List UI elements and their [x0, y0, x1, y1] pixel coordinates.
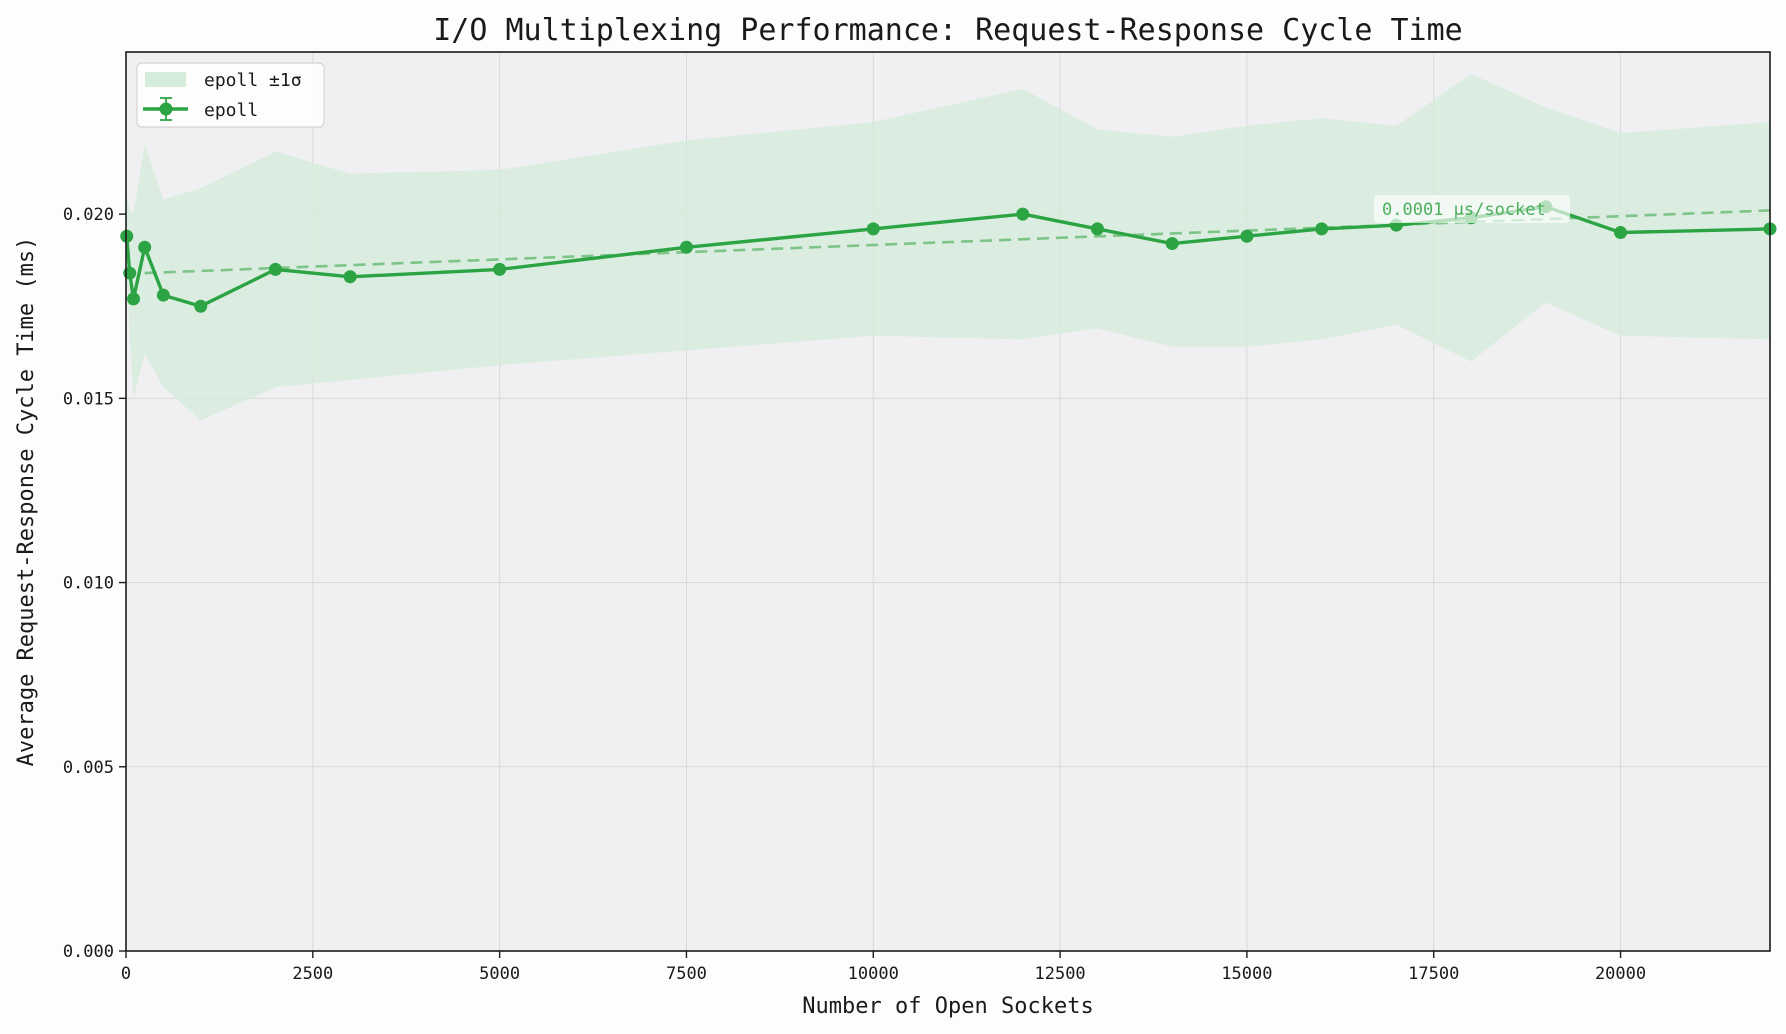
annotation-text: 0.0001 μs/socket	[1382, 200, 1546, 220]
x-tick-label: 12500	[1034, 964, 1085, 984]
slope-annotation: 0.0001 μs/socket	[1374, 195, 1570, 223]
data-point-marker	[493, 262, 507, 276]
x-tick-label: 0	[121, 964, 131, 984]
legend-label-band: epoll ±1σ	[204, 70, 302, 91]
data-point-marker	[156, 288, 170, 302]
data-point-marker	[1016, 207, 1030, 221]
chart-title: I/O Multiplexing Performance: Request-Re…	[433, 13, 1463, 48]
data-point-marker	[1090, 222, 1104, 236]
x-tick-label: 15000	[1221, 964, 1272, 984]
data-point-marker	[126, 292, 140, 306]
x-tick-label: 2500	[292, 964, 333, 984]
data-point-marker	[679, 240, 693, 254]
x-axis-label: Number of Open Sockets	[802, 994, 1093, 1019]
std-dev-band	[126, 74, 1771, 421]
data-point-marker	[194, 299, 208, 313]
legend-label-epoll: epoll	[204, 100, 258, 121]
legend-band-swatch	[145, 72, 186, 87]
y-tick-label: 0.020	[63, 205, 114, 225]
x-axis-ticks: 0 2500 5000 7500 10000 12500 15000 17500 20000	[121, 951, 1646, 984]
data-point-marker	[123, 266, 137, 280]
data-point-marker	[1165, 237, 1179, 251]
plot-frame	[125, 51, 1771, 952]
data-point-marker	[866, 222, 880, 236]
y-tick-label: 0.015	[63, 389, 114, 409]
legend-marker	[159, 102, 173, 116]
data-point-marker	[343, 270, 357, 284]
y-axis-ticks: 0.000 0.005 0.010 0.015 0.020	[63, 205, 126, 962]
y-tick-label: 0.000	[63, 942, 114, 962]
x-tick-label: 7500	[666, 964, 707, 984]
x-tick-label: 17500	[1408, 964, 1459, 984]
data-point-marker	[1614, 226, 1628, 240]
legend-errorbar-marker-icon	[143, 97, 188, 121]
data-point-marker	[1315, 222, 1329, 236]
x-tick-label: 20000	[1595, 964, 1646, 984]
y-tick-label: 0.005	[63, 758, 114, 778]
x-tick-label: 5000	[479, 964, 520, 984]
data-point-marker	[138, 240, 152, 254]
y-tick-label: 0.010	[63, 574, 114, 594]
annotation-box	[1374, 195, 1570, 223]
data-point-marker	[1240, 229, 1254, 243]
y-axis-label: Average Request-Response Cycle Time (ms)	[14, 237, 39, 767]
legend: epoll ±1σ epoll	[136, 62, 325, 128]
data-point-marker	[268, 262, 282, 276]
x-tick-label: 10000	[848, 964, 899, 984]
